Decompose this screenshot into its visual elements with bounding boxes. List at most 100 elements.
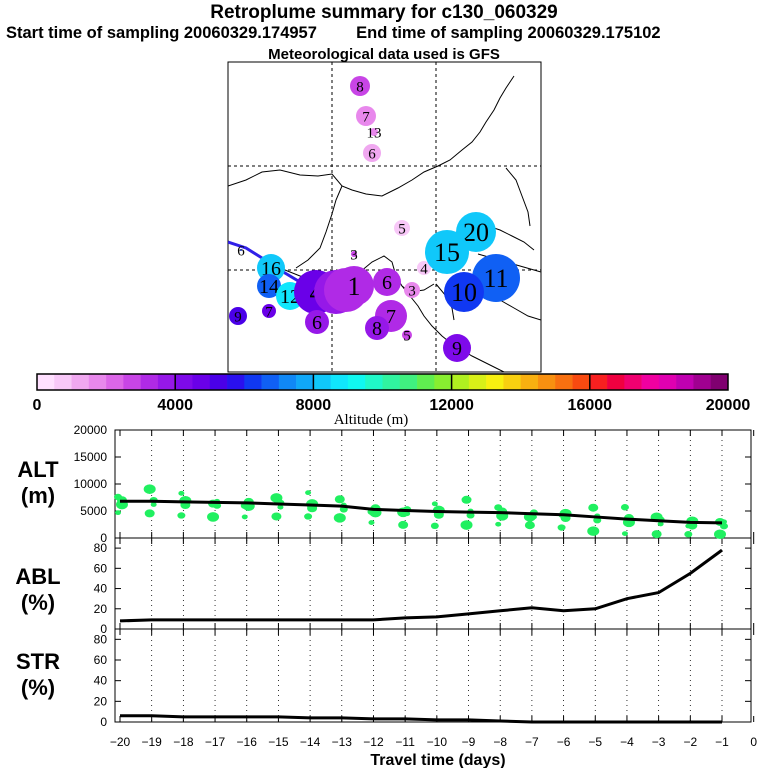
alt-panel-unit: (m) <box>21 483 55 508</box>
alt-scatter-point <box>466 512 475 519</box>
map-marker: 6 <box>305 310 329 334</box>
colorbar-swatch <box>106 374 124 390</box>
map-marker-label: 7 <box>386 306 396 328</box>
map-marker-label: 9 <box>452 338 462 360</box>
alt-scatter-point <box>177 512 186 519</box>
str-line <box>120 714 722 724</box>
map-marker-dot <box>373 268 401 296</box>
x-tick-label: 0 <box>750 735 757 749</box>
map-marker-label: 10 <box>451 278 477 307</box>
colorbar-swatch <box>710 374 729 390</box>
x-tick-label: −9 <box>462 735 476 749</box>
map-marker-dot <box>472 254 520 302</box>
alt-scatter-point <box>207 512 220 522</box>
colorbar-swatch <box>37 374 55 390</box>
str-panel-label: STR <box>16 649 60 674</box>
map-marker-label: 15 <box>434 238 460 267</box>
x-tick-label: −1 <box>715 735 729 749</box>
colorbar-swatch <box>434 374 452 390</box>
x-tick-label: −18 <box>173 735 194 749</box>
map-marker-label: 5 <box>403 328 411 344</box>
colorbar-swatch <box>296 374 314 390</box>
x-tick-label: −3 <box>652 735 666 749</box>
map-marker-dot <box>334 266 374 306</box>
alt-scatter-point <box>213 502 222 509</box>
alt-scatter-point <box>684 531 693 538</box>
alt-scatter-point <box>115 510 121 516</box>
alt-scatter-point <box>305 490 312 496</box>
colorbar-swatch <box>468 374 487 390</box>
alt-scatter-point <box>621 531 628 537</box>
alt-scatter-point <box>587 526 600 536</box>
map-marker-label: 1 <box>348 272 361 301</box>
y-tick-label: 40 <box>94 582 108 596</box>
x-tick-label: −14 <box>300 735 321 749</box>
colorbar-tick-label: 0 <box>33 397 42 414</box>
chart-title: Retroplume summary for c130_060329 <box>210 2 558 23</box>
map-marker: 10 <box>444 272 484 312</box>
map-marker: 7 <box>356 106 376 126</box>
colorbar-swatch <box>641 374 660 390</box>
colorbar-swatch <box>71 374 90 390</box>
x-tick-label: −16 <box>237 735 258 749</box>
alt-scatter-point <box>271 512 282 521</box>
map-marker: 9 <box>443 334 471 362</box>
alt-scatter-point <box>588 503 599 512</box>
colorbar-swatch <box>555 374 573 390</box>
colorbar-swatch <box>313 374 331 390</box>
colorbar-swatch <box>227 374 245 390</box>
map-marker-label: 14 <box>259 276 279 298</box>
colorbar-swatch <box>537 374 556 390</box>
map-marker-label: 7 <box>362 109 370 125</box>
colorbar-swatch <box>261 374 280 390</box>
alt-scatter-point <box>178 490 185 496</box>
colorbar-swatch <box>676 374 694 390</box>
map-marker-label: 6 <box>382 272 392 294</box>
y-tick-label: 80 <box>94 541 108 555</box>
map-marker-dot <box>370 128 378 136</box>
alt-scatter-point <box>620 504 629 511</box>
alt-scatter-point <box>461 495 472 504</box>
map-marker: 6 <box>237 243 245 259</box>
y-tick-label: 10000 <box>74 477 108 491</box>
alt-scatter-point <box>150 502 157 507</box>
x-tick-label: −17 <box>205 735 226 749</box>
abl-line <box>119 548 723 623</box>
colorbar-swatch <box>175 374 193 390</box>
map-marker: 5 <box>394 220 410 237</box>
y-tick-label: 0 <box>100 715 107 729</box>
map-marker-label: 13 <box>367 125 382 141</box>
map-marker: 5 <box>402 328 412 344</box>
colorbar-swatch <box>589 374 608 390</box>
map-marker-label: 7 <box>265 304 273 320</box>
colorbar-swatch <box>503 374 521 390</box>
x-axis-title: Travel time (days) <box>370 752 505 768</box>
abl-panel-unit: (%) <box>21 590 55 615</box>
map-marker: 14 <box>257 274 281 298</box>
colorbar-label: Altitude (m) <box>334 412 409 428</box>
map-marker-label: 3 <box>350 247 358 263</box>
x-tick-label: −6 <box>557 735 571 749</box>
map-marker-dot <box>425 230 469 274</box>
map-marker-dot <box>257 274 281 298</box>
colorbar-swatch <box>486 374 504 390</box>
map-marker-dot <box>229 307 247 325</box>
x-tick-label: −5 <box>588 735 602 749</box>
map-marker-dot <box>351 251 357 257</box>
alt-scatter-point <box>460 520 473 530</box>
map-marker-dot <box>444 272 484 312</box>
y-tick-label: 40 <box>94 674 108 688</box>
map-marker-label: 11 <box>483 264 508 293</box>
x-tick-label: −2 <box>683 735 697 749</box>
map-marker-dot <box>365 316 389 340</box>
y-tick-label: 20000 <box>74 423 108 437</box>
sampling-times: Start time of sampling 20060329.174957 E… <box>6 24 661 43</box>
y-tick-label: 60 <box>94 653 108 667</box>
colorbar-swatch <box>140 374 159 390</box>
alt-scatter-point <box>241 514 248 520</box>
colorbar-tick-label: 8000 <box>296 397 332 414</box>
map-marker-label: 8 <box>356 79 364 95</box>
colorbar-swatch <box>607 374 625 390</box>
map-marker-dot <box>350 76 370 96</box>
